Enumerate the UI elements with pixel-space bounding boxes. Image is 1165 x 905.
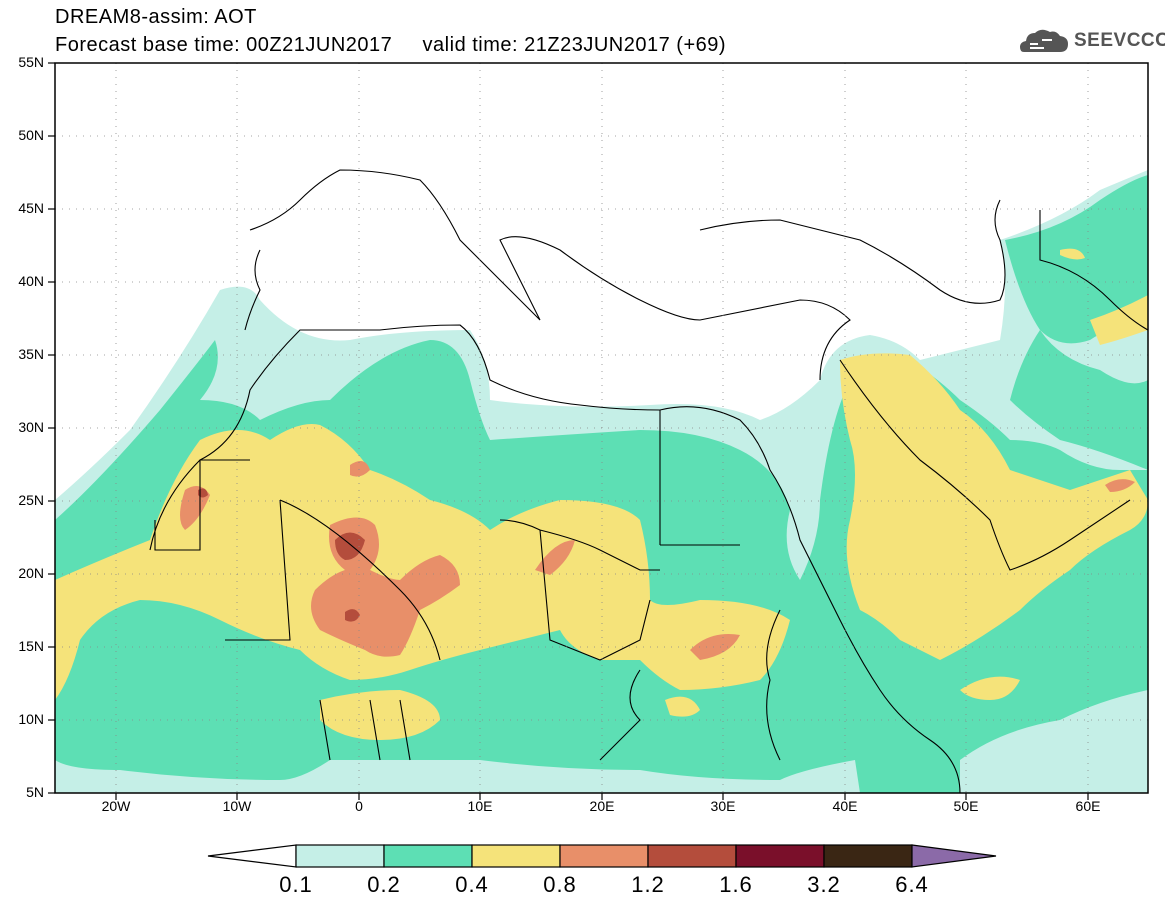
colorbar-bin-0.2-0.4	[383, 844, 473, 868]
axis-ticks	[48, 62, 1089, 800]
colorbar	[207, 844, 997, 868]
lat-label-10n: 10N	[18, 711, 44, 727]
lon-label-60e: 60E	[1075, 798, 1101, 814]
lon-label-30e: 30E	[710, 798, 736, 814]
lat-label-40n: 40N	[18, 273, 44, 289]
lat-label-30n: 30N	[18, 419, 44, 435]
lat-label-35n: 35N	[18, 346, 44, 362]
chart-title: DREAM8-assim: AOT	[55, 6, 257, 28]
colorbar-label: 3.2	[807, 872, 841, 897]
colorbar-label: 0.8	[543, 872, 577, 897]
lat-label-15n: 15N	[18, 638, 44, 654]
aot-field-0.4	[55, 248, 1148, 740]
colorbar-under-arrow	[207, 844, 297, 868]
colorbar-over-arrow	[911, 844, 997, 868]
lat-label-5n: 5N	[26, 784, 44, 800]
cloud-icon	[1020, 29, 1068, 52]
lon-label-50e: 50E	[953, 798, 979, 814]
colorbar-label: 0.2	[367, 872, 401, 897]
aot-field-1.2	[198, 488, 365, 622]
lat-label-50n: 50N	[18, 127, 44, 143]
lon-label-20e: 20E	[589, 798, 615, 814]
lon-label-10w: 10W	[222, 798, 252, 814]
lon-label-10e: 10E	[467, 798, 493, 814]
lat-label-45n: 45N	[18, 200, 44, 216]
lat-label-25n: 25N	[18, 492, 44, 508]
lat-label-55n: 55N	[18, 54, 44, 70]
colorbar-label: 0.1	[279, 872, 313, 897]
colorbar-bin-0.1-0.2	[295, 844, 385, 868]
colorbar-bin-1.2-1.6	[647, 844, 737, 868]
colorbar-bin-0.8-1.2	[559, 844, 649, 868]
colorbar-label: 1.6	[719, 872, 753, 897]
colorbar-label: 1.2	[631, 872, 665, 897]
lat-label-20n: 20N	[18, 565, 44, 581]
country-borders	[149, 169, 1148, 793]
colorbar-bin-3.2-6.4	[823, 844, 913, 868]
colorbar-label: 6.4	[895, 872, 929, 897]
logo-text: SEEVCCC	[1074, 30, 1165, 51]
gridlines	[55, 63, 1148, 793]
forecast-time-line: Forecast base time: 00Z21JUN2017 valid t…	[55, 34, 727, 56]
colorbar-label: 0.4	[455, 872, 489, 897]
colorbar-bin-0.4-0.8	[471, 844, 561, 868]
lon-label-0: 0	[355, 798, 363, 814]
colorbar-bin-1.6-3.2	[735, 844, 825, 868]
lon-label-40e: 40E	[832, 798, 858, 814]
lon-label-20w: 20W	[101, 798, 131, 814]
